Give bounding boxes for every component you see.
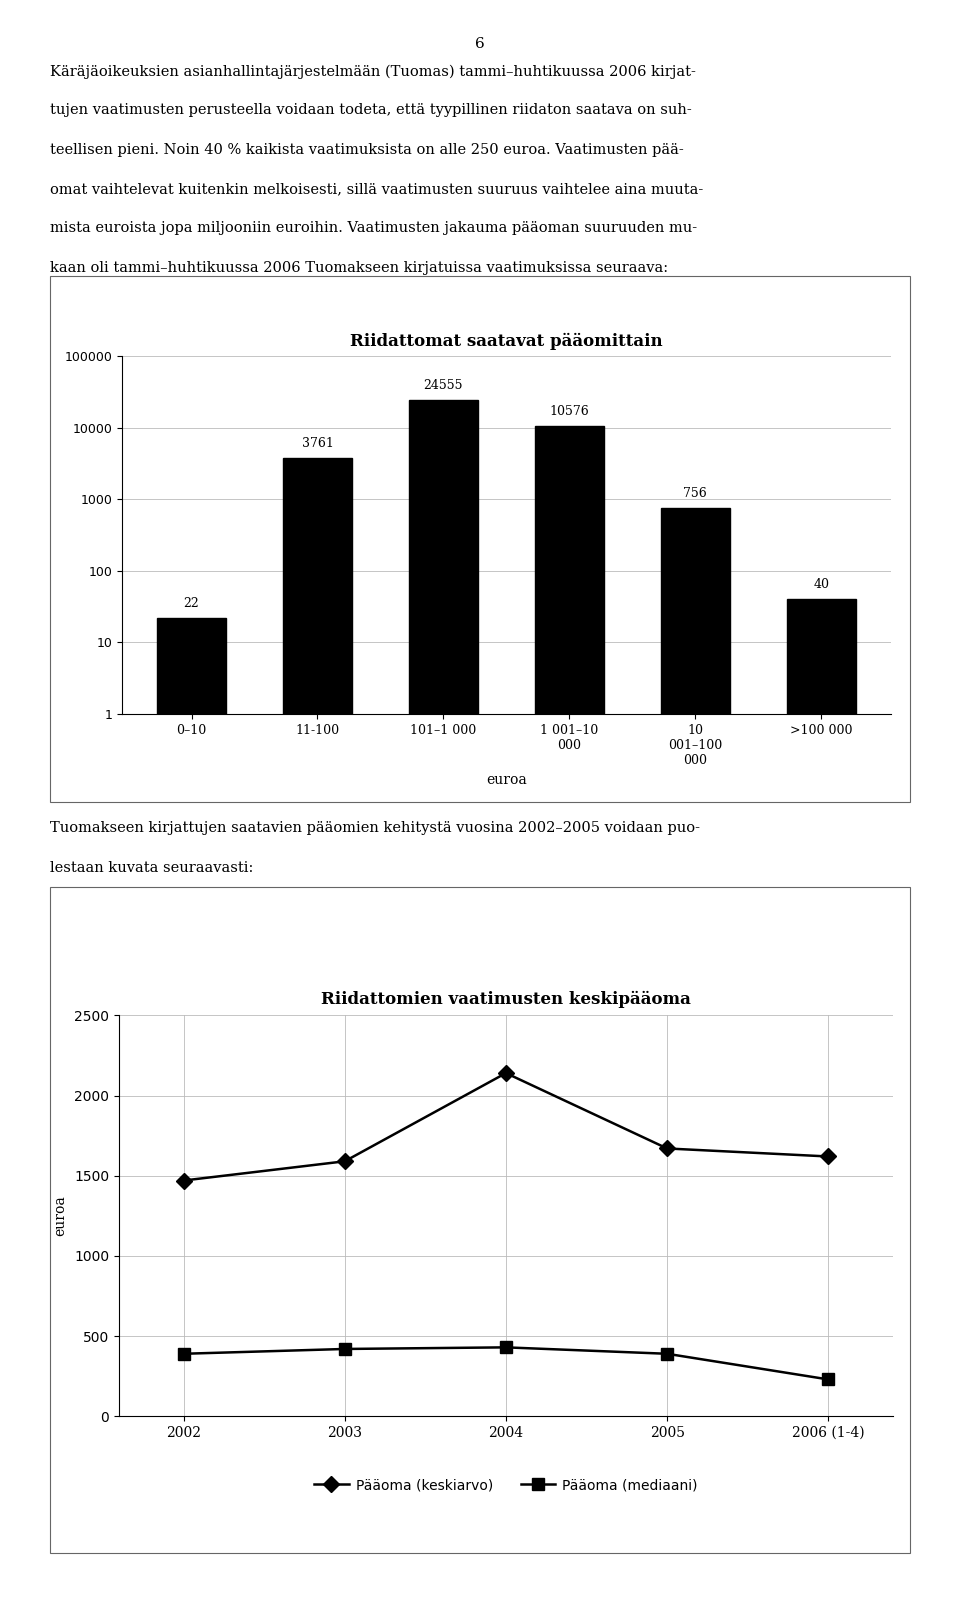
Pääoma (keskiarvo) <box>339 1152 350 1171</box>
Pääoma (keskiarvo) <box>661 1139 673 1158</box>
Text: 10576: 10576 <box>549 404 589 417</box>
Text: 3761: 3761 <box>301 436 333 449</box>
Text: Käräjäoikeuksien asianhallintajärjestelmään (Tuomas) tammi–huhtikuussa 2006 kirj: Käräjäoikeuksien asianhallintajärjestelm… <box>50 64 696 79</box>
Text: 22: 22 <box>183 597 200 610</box>
Bar <box>156 618 227 1604</box>
Pääoma (mediaani) <box>178 1344 189 1363</box>
Legend: Pääoma (keskiarvo), Pääoma (mediaani): Pääoma (keskiarvo), Pääoma (mediaani) <box>308 1472 704 1498</box>
Text: 6: 6 <box>475 37 485 51</box>
Text: 24555: 24555 <box>423 379 463 391</box>
Pääoma (mediaani) <box>339 1339 350 1359</box>
Pääoma (keskiarvo) <box>500 1063 512 1083</box>
Bar <box>535 427 604 1604</box>
Line: Pääoma (keskiarvo): Pääoma (keskiarvo) <box>178 1068 834 1185</box>
Title: Riidattomien vaatimusten keskipääoma: Riidattomien vaatimusten keskipääoma <box>321 991 691 1009</box>
Text: 756: 756 <box>684 486 708 500</box>
Pääoma (mediaani) <box>823 1370 834 1389</box>
Bar <box>786 600 856 1604</box>
Title: Riidattomat saatavat pääomittain: Riidattomat saatavat pääomittain <box>350 334 662 350</box>
Text: tujen vaatimusten perusteella voidaan todeta, että tyypillinen riidaton saatava : tujen vaatimusten perusteella voidaan to… <box>50 104 691 117</box>
Text: kaan oli tammi–huhtikuussa 2006 Tuomakseen kirjatuissa vaatimuksissa seuraava:: kaan oli tammi–huhtikuussa 2006 Tuomakse… <box>50 261 668 274</box>
Text: lestaan kuvata seuraavasti:: lestaan kuvata seuraavasti: <box>50 860 253 874</box>
Text: Tuomakseen kirjattujen saatavien pääomien kehitystä vuosina 2002–2005 voidaan pu: Tuomakseen kirjattujen saatavien pääomie… <box>50 821 700 836</box>
Bar <box>283 459 352 1604</box>
Text: teellisen pieni. Noin 40 % kaikista vaatimuksista on alle 250 euroa. Vaatimusten: teellisen pieni. Noin 40 % kaikista vaat… <box>50 143 684 157</box>
Y-axis label: euroa: euroa <box>53 1195 67 1237</box>
Line: Pääoma (mediaani): Pääoma (mediaani) <box>178 1343 834 1384</box>
Bar <box>660 508 730 1604</box>
Bar <box>409 399 478 1604</box>
X-axis label: euroa: euroa <box>486 773 527 788</box>
Pääoma (keskiarvo) <box>823 1147 834 1166</box>
Pääoma (keskiarvo) <box>178 1171 189 1190</box>
Pääoma (mediaani) <box>661 1344 673 1363</box>
Pääoma (mediaani) <box>500 1338 512 1357</box>
Text: omat vaihtelevat kuitenkin melkoisesti, sillä vaatimusten suuruus vaihtelee aina: omat vaihtelevat kuitenkin melkoisesti, … <box>50 183 703 196</box>
Text: mista euroista jopa miljooniin euroihin. Vaatimusten jakauma pääoman suuruuden m: mista euroista jopa miljooniin euroihin.… <box>50 221 697 236</box>
Text: 40: 40 <box>813 577 829 590</box>
